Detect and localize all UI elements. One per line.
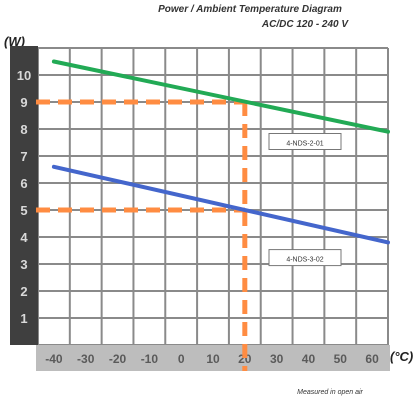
series-line-1 <box>51 59 390 134</box>
y-tick-label: 2 <box>20 284 27 299</box>
y-axis-band <box>10 46 38 345</box>
x-tick-label: 30 <box>270 352 284 366</box>
x-tick-label: -40 <box>45 352 63 366</box>
plot-area: 1 2 3 4 5 6 7 8 9 10 -40 -30 -20 -10 0 10 20 30 40 50 60 4-ND… <box>10 46 390 371</box>
series-label: 4-NDS-3-02 <box>286 257 323 264</box>
y-tick-label: 4 <box>20 230 28 245</box>
y-tick-label: 8 <box>20 122 27 137</box>
series-line-2 <box>51 164 390 245</box>
x-axis-label: (°C) <box>390 349 413 364</box>
x-tick-label: 50 <box>334 352 348 366</box>
x-tick-label: 20 <box>238 352 252 366</box>
y-tick-label: 5 <box>20 203 27 218</box>
x-tick-label: 60 <box>365 352 379 366</box>
plot-background <box>38 48 388 345</box>
series-label: 4-NDS-2-01 <box>286 141 323 148</box>
x-tick-label: 40 <box>302 352 316 366</box>
series-label-box <box>268 249 342 267</box>
x-tick-label: 10 <box>206 352 220 366</box>
y-tick-label: 6 <box>20 176 27 191</box>
x-tick-label: -10 <box>141 352 159 366</box>
x-axis-band <box>36 345 390 371</box>
chart-subtitle: AC/DC 120 - 240 V <box>261 19 349 30</box>
x-tick-label: -20 <box>109 352 127 366</box>
y-tick-label: 3 <box>20 257 27 272</box>
y-tick-label: 1 <box>20 311 27 326</box>
y-axis-label: (W) <box>4 34 25 49</box>
y-tick-label: 7 <box>20 149 27 164</box>
x-tick-label: 0 <box>178 352 185 366</box>
x-tick-label: -30 <box>77 352 95 366</box>
footnote: Measured in open air <box>297 389 363 396</box>
y-tick-label: 10 <box>17 68 31 83</box>
y-tick-label: 9 <box>20 95 27 110</box>
series-label-box <box>268 133 342 150</box>
chart-title: Power / Ambient Temperature Diagram <box>158 4 342 15</box>
